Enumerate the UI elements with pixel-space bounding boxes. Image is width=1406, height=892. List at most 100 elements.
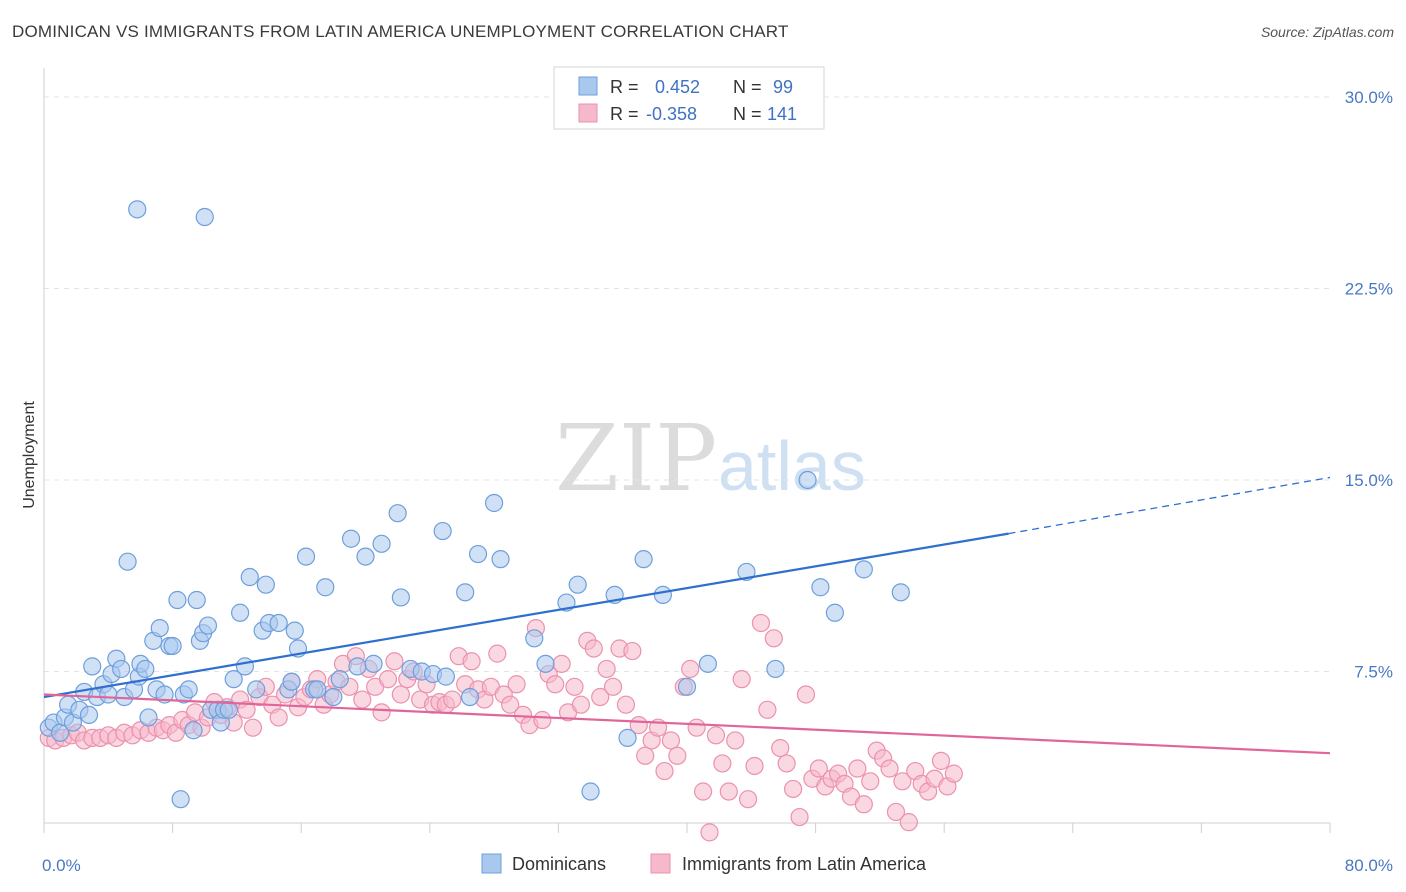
pink-point-117 (809, 759, 828, 778)
x-tick-label-0: 0.0% (42, 856, 81, 875)
pink-point-28 (237, 700, 256, 719)
pink-point-84 (597, 659, 616, 679)
blue-point-52 (285, 621, 304, 640)
blue-point-79 (581, 782, 600, 801)
pink-point-51 (385, 652, 404, 671)
pink-point-94 (661, 731, 681, 750)
pink-point-46 (353, 690, 372, 709)
watermark-zip: ZIP (555, 405, 717, 512)
pink-point-69 (501, 695, 520, 714)
blue-point-41 (224, 670, 243, 689)
legend: Dominicans Immigrants from Latin America (481, 853, 927, 874)
pink-point-76 (546, 675, 565, 694)
y-axis-label: Unemployment (21, 401, 38, 509)
blue-point-45 (247, 680, 266, 699)
pink-point-130 (893, 772, 912, 791)
blue-point-29 (168, 590, 187, 610)
blue-point-63 (372, 534, 391, 553)
stats-blue-r-label: R = (610, 77, 639, 97)
blue-point-25 (150, 618, 169, 638)
blue-point-61 (356, 547, 375, 566)
pink-point-90 (636, 746, 655, 765)
stats-pink-r-value: -0.358 (646, 104, 697, 124)
blue-point-32 (184, 721, 203, 740)
pink-point-129 (886, 802, 906, 822)
pink-point-97 (681, 659, 700, 679)
blue-point-8 (79, 705, 99, 725)
y-tick-label-2: 22.5% (1345, 280, 1393, 299)
blue-trend-line (43, 532, 1009, 699)
blue-point-42 (231, 603, 250, 622)
pink-point-79 (565, 677, 584, 696)
pink-point-60 (443, 690, 462, 709)
pink-point-123 (848, 759, 867, 778)
pink-point-93 (655, 761, 674, 781)
blue-point-85 (698, 654, 717, 673)
blue-point-47 (256, 575, 275, 594)
pink-point-80 (571, 695, 591, 714)
pink-point-138 (944, 764, 963, 783)
blue-point-95 (460, 687, 480, 707)
blue-point-87 (766, 659, 785, 679)
stats-blue-n-value: 99 (773, 77, 793, 97)
pink-point-85 (603, 677, 623, 696)
source-credit: Source: ZipAtlas.com (1260, 24, 1394, 40)
blue-point-90 (825, 603, 844, 622)
pink-point-114 (790, 807, 809, 827)
blue-point-91 (854, 560, 873, 579)
blue-point-78 (568, 575, 587, 594)
pink-point-74 (533, 710, 552, 730)
blue-trend-extension (1008, 476, 1331, 535)
pink-point-50 (378, 670, 398, 689)
blue-point-28 (163, 636, 182, 656)
pink-point-107 (745, 756, 764, 776)
legend-immigrants-label: Immigrants from Latin America (682, 854, 927, 874)
blue-point-59 (341, 529, 361, 548)
legend-dominicans-label: Dominicans (512, 854, 606, 874)
blue-point-44 (240, 567, 259, 587)
pink-point-105 (732, 670, 751, 689)
blue-point-70 (436, 667, 455, 686)
blue-point-21 (136, 659, 155, 679)
pink-point-52 (391, 685, 410, 704)
blue-point-62 (364, 654, 383, 673)
stats-pink-r-label: R = (610, 104, 639, 124)
blue-point-22 (139, 708, 158, 727)
stats-blue-swatch (578, 76, 598, 96)
pink-point-29 (243, 718, 263, 737)
blue-point-60 (348, 657, 367, 676)
y-tick-label-0: 7.5% (1354, 663, 1393, 682)
pink-point-102 (713, 754, 732, 773)
stats-pink-swatch (578, 103, 598, 123)
pink-point-106 (738, 790, 758, 809)
blue-point-36 (198, 616, 218, 635)
pink-point-111 (771, 738, 790, 758)
pink-trend-line (43, 693, 1331, 755)
y-tick-label-1: 15.0% (1345, 471, 1393, 490)
pink-point-63 (462, 652, 481, 671)
grid-lines (44, 96, 1330, 672)
pink-point-110 (764, 629, 783, 648)
chart-title: DOMINICAN VS IMMIGRANTS FROM LATIN AMERI… (12, 22, 789, 41)
pink-point-100 (700, 823, 719, 842)
pink-point-103 (719, 782, 738, 801)
pink-point-128 (880, 759, 899, 778)
pink-point-109 (758, 700, 777, 719)
pink-point-70 (507, 675, 526, 694)
pink-point-77 (552, 654, 571, 673)
pink-point-113 (783, 779, 803, 799)
stats-blue-r-value: 0.452 (655, 77, 700, 97)
blue-point-75 (525, 629, 544, 648)
pink-point-108 (751, 613, 771, 633)
pink-point-98 (687, 718, 706, 737)
blue-point-97 (171, 790, 190, 809)
blue-point-12 (99, 685, 118, 704)
blue-point-15 (112, 659, 131, 679)
blue-point-33 (187, 590, 206, 610)
blue-point-64 (388, 504, 407, 523)
blue-point-54 (296, 547, 316, 566)
blue-point-88 (798, 470, 817, 490)
blue-point-9 (83, 657, 102, 676)
watermark-atlas: atlas (718, 427, 866, 505)
axes (43, 68, 1331, 833)
